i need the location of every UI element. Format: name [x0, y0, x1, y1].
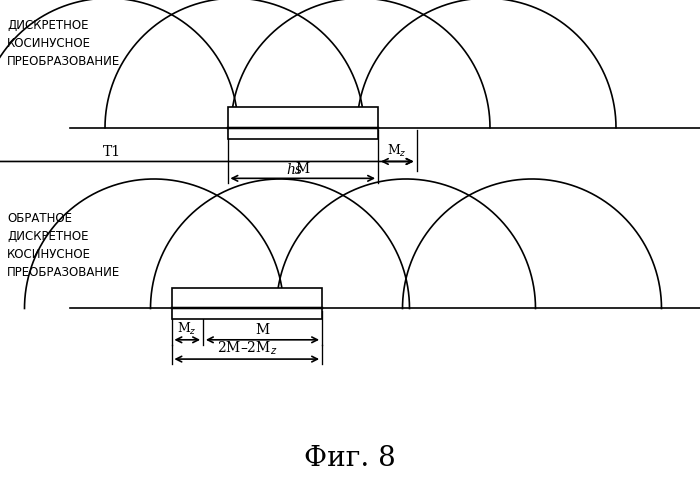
Text: ДИСКРЕТНОЕ
КОСИНУСНОЕ
ПРЕОБРАЗОВАНИЕ: ДИСКРЕТНОЕ КОСИНУСНОЕ ПРЕОБРАЗОВАНИЕ — [7, 19, 120, 68]
Text: M$_z$: M$_z$ — [387, 143, 407, 159]
Text: hs: hs — [286, 162, 302, 176]
Bar — [228, 107, 378, 139]
Text: T1: T1 — [103, 145, 121, 159]
Text: M$_z$: M$_z$ — [177, 321, 197, 337]
Bar — [172, 288, 322, 320]
Text: ОБРАТНОЕ
ДИСКРЕТНОЕ
КОСИНУСНОЕ
ПРЕОБРАЗОВАНИЕ: ОБРАТНОЕ ДИСКРЕТНОЕ КОСИНУСНОЕ ПРЕОБРАЗО… — [7, 212, 120, 279]
Text: M: M — [295, 162, 310, 176]
Text: 2M–2M$_z$: 2M–2M$_z$ — [216, 339, 277, 357]
Text: M: M — [256, 323, 270, 337]
Text: Фиг. 8: Фиг. 8 — [304, 445, 396, 472]
